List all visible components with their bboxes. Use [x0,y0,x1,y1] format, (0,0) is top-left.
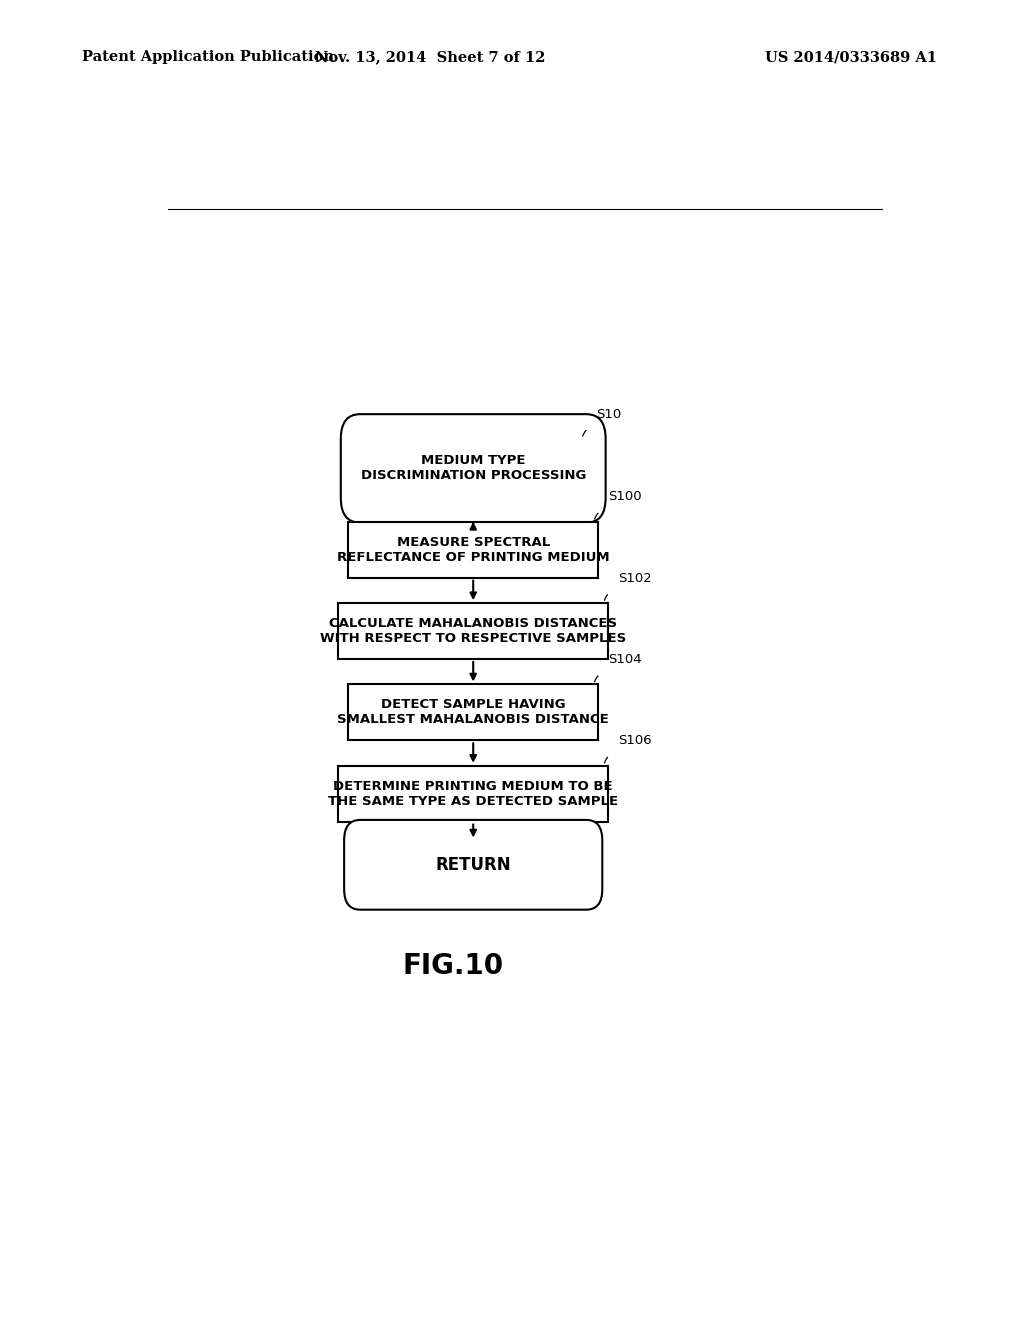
FancyBboxPatch shape [338,766,608,821]
Text: S10: S10 [596,408,622,421]
Text: MEDIUM TYPE
DISCRIMINATION PROCESSING: MEDIUM TYPE DISCRIMINATION PROCESSING [360,454,586,482]
Text: MEASURE SPECTRAL
REFLECTANCE OF PRINTING MEDIUM: MEASURE SPECTRAL REFLECTANCE OF PRINTING… [337,536,609,564]
Text: Nov. 13, 2014  Sheet 7 of 12: Nov. 13, 2014 Sheet 7 of 12 [314,50,546,65]
Text: S106: S106 [617,734,651,747]
FancyBboxPatch shape [348,684,598,741]
Text: S100: S100 [608,491,642,503]
Text: US 2014/0333689 A1: US 2014/0333689 A1 [765,50,937,65]
Text: RETURN: RETURN [435,855,511,874]
Text: DETERMINE PRINTING MEDIUM TO BE
THE SAME TYPE AS DETECTED SAMPLE: DETERMINE PRINTING MEDIUM TO BE THE SAME… [328,780,618,808]
Text: CALCULATE MAHALANOBIS DISTANCES
WITH RESPECT TO RESPECTIVE SAMPLES: CALCULATE MAHALANOBIS DISTANCES WITH RES… [321,616,627,645]
Text: S104: S104 [608,653,642,667]
Text: DETECT SAMPLE HAVING
SMALLEST MAHALANOBIS DISTANCE: DETECT SAMPLE HAVING SMALLEST MAHALANOBI… [337,698,609,726]
FancyBboxPatch shape [348,521,598,578]
Text: FIG.10: FIG.10 [402,953,504,981]
FancyBboxPatch shape [338,603,608,659]
Text: Patent Application Publication: Patent Application Publication [82,50,334,65]
FancyBboxPatch shape [344,820,602,909]
FancyBboxPatch shape [341,414,605,523]
Text: S102: S102 [617,572,651,585]
